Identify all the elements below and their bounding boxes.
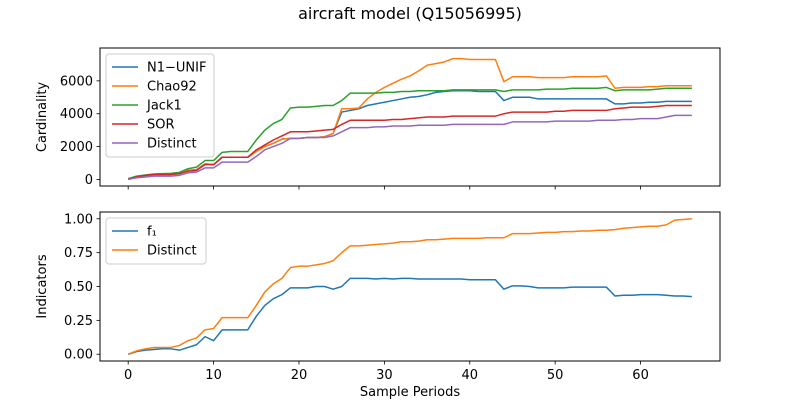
x-tick-label: 0 (124, 368, 132, 383)
indicators-panel: 0 10 20 30 40 50 60 0.00 0.25 0.50 0.75 1.00 Indicat… (35, 211, 721, 400)
cardinality-panel: 0 2000 4000 6000 Cardinality N1−UNIF Chao92 Jac… (35, 47, 721, 190)
legend-box (105, 53, 215, 158)
series-line-5 (128, 114, 692, 181)
y-tick-label: 6000 (60, 74, 93, 89)
plot-frame (99, 47, 721, 187)
legend-label: Distinct (147, 137, 197, 152)
y-tick-label: 0.75 (64, 246, 93, 261)
x-tick-label: 40 (462, 368, 479, 383)
x-axis-label: Sample Periods (360, 385, 460, 400)
y-tick-label: 2000 (60, 140, 93, 155)
legend-label: SOR (147, 118, 175, 133)
series-line-3 (127, 86, 692, 180)
y-tick-label: 0.25 (64, 314, 93, 329)
x-tick-label: 20 (291, 368, 308, 383)
legend-label: f₁ (147, 225, 157, 240)
legend: f₁ Distinct (105, 217, 207, 265)
figure-title: aircraft model (Q15056995) (298, 4, 522, 23)
y-tick-label: 0 (85, 173, 93, 188)
legend-label: Chao92 (147, 80, 197, 95)
legend: N1−UNIF Chao92 Jack1 SOR Distinct (105, 53, 215, 158)
legend-box (105, 217, 207, 265)
x-tick-label: 30 (376, 368, 393, 383)
y-tick-label: 4000 (60, 107, 93, 122)
x-tick-label: 50 (547, 368, 564, 383)
series-line-1 (127, 277, 692, 355)
y-axis-label: Indicators (35, 254, 50, 318)
legend-label: Jack1 (146, 99, 182, 114)
series-line-4 (127, 104, 692, 181)
legend-label: N1−UNIF (147, 61, 206, 76)
y-axis-label: Cardinality (35, 82, 50, 153)
series-line-2 (127, 218, 692, 355)
x-tick-label: 60 (632, 368, 649, 383)
y-tick-label: 1.00 (64, 212, 93, 227)
x-tick-label: 10 (205, 368, 222, 383)
y-tick-label: 0.50 (64, 280, 93, 295)
legend-label: Distinct (147, 244, 197, 259)
y-tick-label: 0.00 (64, 348, 93, 363)
